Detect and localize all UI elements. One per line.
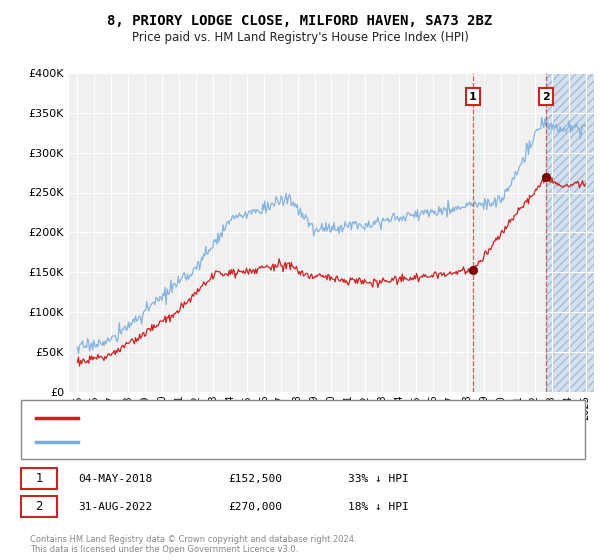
Text: 18% ↓ HPI: 18% ↓ HPI [348, 502, 409, 512]
Text: Contains HM Land Registry data © Crown copyright and database right 2024.
This d: Contains HM Land Registry data © Crown c… [30, 535, 356, 554]
Text: 33% ↓ HPI: 33% ↓ HPI [348, 474, 409, 484]
Text: 1: 1 [469, 92, 477, 102]
Text: 8, PRIORY LODGE CLOSE, MILFORD HAVEN, SA73 2BZ: 8, PRIORY LODGE CLOSE, MILFORD HAVEN, SA… [107, 14, 493, 28]
Text: 1: 1 [35, 472, 43, 486]
Text: £152,500: £152,500 [228, 474, 282, 484]
Text: 2: 2 [35, 500, 43, 514]
Bar [546, 73, 600, 392]
Text: Price paid vs. HM Land Registry's House Price Index (HPI): Price paid vs. HM Land Registry's House … [131, 31, 469, 44]
Text: HPI: Average price, detached house, Pembrokeshire: HPI: Average price, detached house, Pemb… [84, 436, 378, 446]
Bar [546, 73, 600, 392]
Text: 8, PRIORY LODGE CLOSE, MILFORD HAVEN, SA73 2BZ (detached house): 8, PRIORY LODGE CLOSE, MILFORD HAVEN, SA… [84, 413, 462, 423]
Text: 2: 2 [542, 92, 550, 102]
Text: £270,000: £270,000 [228, 502, 282, 512]
Text: 04-MAY-2018: 04-MAY-2018 [78, 474, 152, 484]
Text: 31-AUG-2022: 31-AUG-2022 [78, 502, 152, 512]
